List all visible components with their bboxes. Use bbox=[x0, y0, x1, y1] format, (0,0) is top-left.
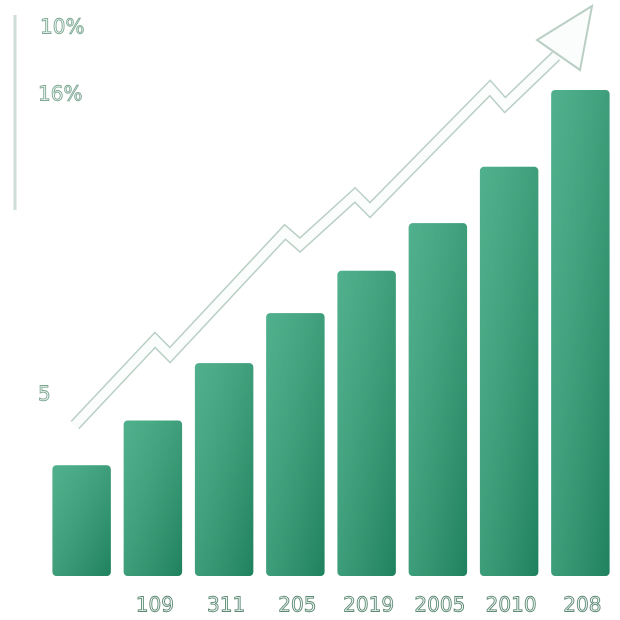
annotation: 5 bbox=[38, 382, 51, 406]
bar-shade bbox=[337, 270, 396, 576]
bar-shade bbox=[194, 363, 254, 576]
bar-shade bbox=[479, 166, 539, 576]
bar-shade bbox=[123, 420, 183, 576]
trend-arrow bbox=[70, 3, 594, 430]
annotation: 10% bbox=[40, 15, 84, 39]
x-tick-label: 2019 bbox=[343, 593, 394, 617]
bar-shade bbox=[551, 90, 610, 576]
bar-shade bbox=[408, 223, 468, 576]
x-tick-label: 2005 bbox=[414, 593, 465, 617]
annotation: 16% bbox=[38, 82, 82, 106]
x-tick-label: 109 bbox=[136, 593, 174, 617]
bar-shade bbox=[52, 465, 111, 576]
x-tick-label: 311 bbox=[207, 593, 245, 617]
bar-shade bbox=[266, 313, 325, 576]
x-tick-label: 2010 bbox=[486, 593, 537, 617]
x-tick-label: 205 bbox=[278, 593, 316, 617]
x-tick-label: 208 bbox=[563, 593, 601, 617]
